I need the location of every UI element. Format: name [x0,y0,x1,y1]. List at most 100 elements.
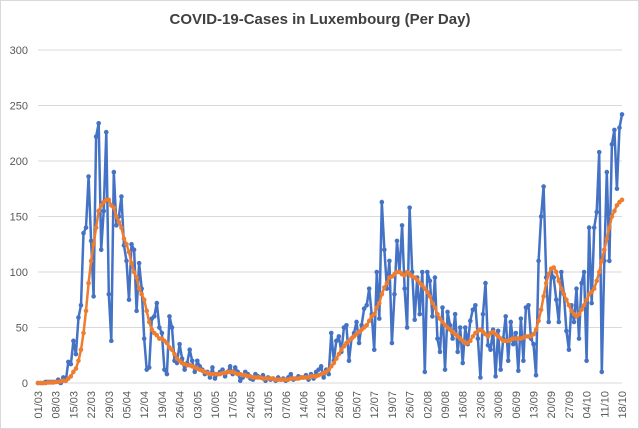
data-point [536,258,541,264]
data-point [96,120,101,126]
data-point [96,208,101,214]
y-tick-label: 0 [22,378,28,390]
x-tick-label: 28/06 [334,391,346,419]
data-point [513,330,519,336]
data-point [220,367,225,372]
data-point [407,205,412,210]
data-point [440,319,445,325]
data-point [485,334,491,339]
x-tick-label: 18/10 [617,391,629,419]
data-point [559,269,564,275]
data-point [526,303,531,308]
data-point [614,203,620,208]
data-point [364,303,369,308]
data-point [78,303,84,308]
x-tick-label: 27/09 [564,391,576,419]
data-point [60,375,66,380]
data-point [129,241,134,247]
data-point [594,278,600,284]
data-point [551,275,557,280]
data-point [584,358,589,364]
data-point [222,374,228,379]
data-point [427,278,433,284]
data-point [344,322,349,328]
data-point [538,307,544,313]
data-point [101,208,107,214]
data-point [71,369,76,375]
data-point [531,331,536,337]
data-point [609,142,615,147]
x-tick-label: 09/08 [440,391,452,419]
data-point [599,258,605,264]
x-tick-label: 30/08 [493,391,505,419]
data-point [569,308,574,314]
y-tick-label: 250 [10,101,28,113]
x-tick-label: 08/03 [51,391,63,419]
data-point [76,358,81,364]
data-point [599,369,605,375]
data-point [81,330,86,336]
data-point [576,336,582,341]
data-point [462,325,468,330]
data-point [189,358,195,364]
x-tick-label: 23/08 [475,391,487,419]
data-point [134,275,139,280]
data-point [207,375,213,380]
data-point [389,340,395,346]
data-point [73,351,79,357]
data-point [508,319,514,325]
data-point [414,277,420,283]
x-tick-label: 06/09 [511,391,523,419]
x-tick-label: 26/04 [175,391,187,419]
x-tick-label: 01/03 [33,391,45,419]
data-point [556,278,562,284]
chart-title: COVID-19-Cases in Luxembourg (Per Day) [170,11,471,28]
data-point [468,318,473,324]
data-point [83,308,89,314]
data-point [596,149,602,155]
data-point [498,367,503,372]
data-point [602,247,607,253]
data-point [452,311,458,317]
data-point [194,358,200,364]
data-point [440,305,445,310]
data-point [334,338,339,344]
data-point [455,349,460,355]
x-tick-label: 24/05 [245,391,257,419]
y-tick-label: 150 [10,212,28,224]
x-tick-label: 05/04 [121,391,133,419]
y-tick-label: 200 [10,156,28,168]
data-point [382,285,387,290]
data-point [376,300,382,306]
data-point [435,311,440,317]
x-tick-label: 31/05 [263,391,275,419]
data-point [119,194,124,199]
data-point [475,336,481,341]
data-point [336,334,342,339]
data-point [334,356,339,361]
data-point [430,314,435,319]
data-point [382,247,387,253]
data-point [576,311,582,317]
data-point [177,341,182,347]
data-point [83,225,89,230]
data-point [321,375,326,380]
data-point [510,341,516,347]
data-point [86,280,91,286]
data-point [392,291,397,297]
data-point [126,297,132,303]
data-point [437,349,443,355]
data-point [612,127,617,133]
data-point [564,328,569,334]
data-point [71,338,76,344]
data-point [374,305,380,310]
x-tick-label: 26/07 [405,391,417,419]
data-point [589,300,594,306]
data-point [136,260,142,266]
data-point [417,311,423,317]
data-point [91,241,96,247]
data-point [470,334,476,339]
data-point [146,365,152,370]
data-point [187,347,192,353]
